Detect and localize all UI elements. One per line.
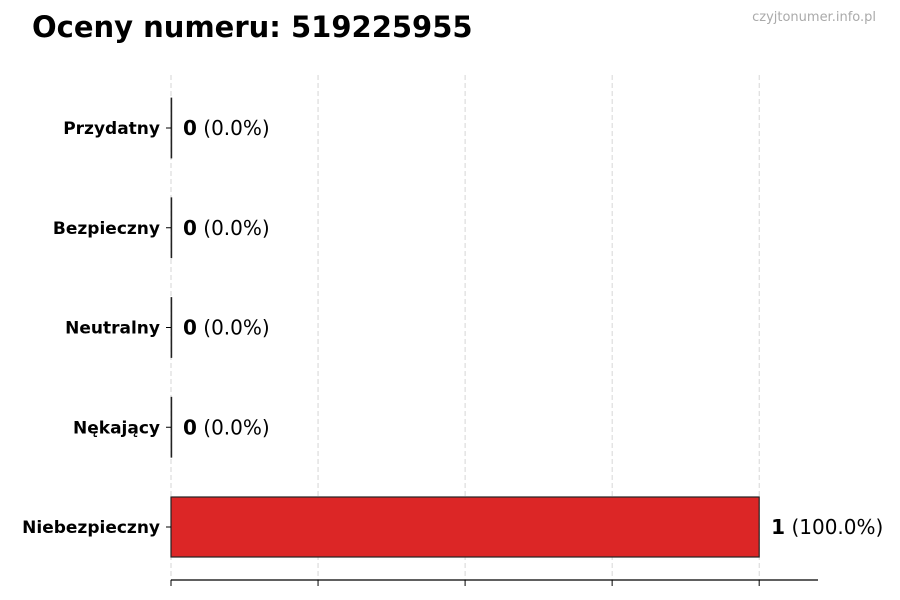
bar — [170, 97, 173, 159]
y-tick-label: Nękający — [73, 418, 160, 438]
data-label: 0 (0.0%) — [183, 216, 270, 240]
y-tick-label: Bezpieczny — [53, 219, 160, 239]
data-label-percent: (100.0%) — [785, 515, 883, 539]
bar — [170, 197, 173, 259]
y-tick-label: Neutralny — [65, 319, 160, 339]
data-label-count: 0 — [183, 316, 197, 340]
bar — [170, 396, 173, 458]
data-label: 1 (100.0%) — [771, 515, 883, 539]
data-label: 0 (0.0%) — [183, 415, 270, 439]
data-label-percent: (0.0%) — [197, 116, 270, 140]
data-label-count: 0 — [183, 216, 197, 240]
bar — [170, 496, 760, 558]
y-tick-label: Przydatny — [63, 119, 160, 139]
data-label-percent: (0.0%) — [197, 415, 270, 439]
y-tick-label: Niebezpieczny — [22, 518, 160, 538]
watermark: czyjtonumer.info.pl — [752, 10, 876, 25]
data-label-percent: (0.0%) — [197, 316, 270, 340]
data-label: 0 (0.0%) — [183, 116, 270, 140]
data-label: 0 (0.0%) — [183, 316, 270, 340]
data-label-count: 1 — [771, 515, 785, 539]
chart-title: Oceny numeru: 519225955 — [32, 10, 473, 44]
data-label-count: 0 — [183, 116, 197, 140]
bar — [170, 297, 173, 358]
data-label-percent: (0.0%) — [197, 216, 270, 240]
data-label-count: 0 — [183, 415, 197, 439]
